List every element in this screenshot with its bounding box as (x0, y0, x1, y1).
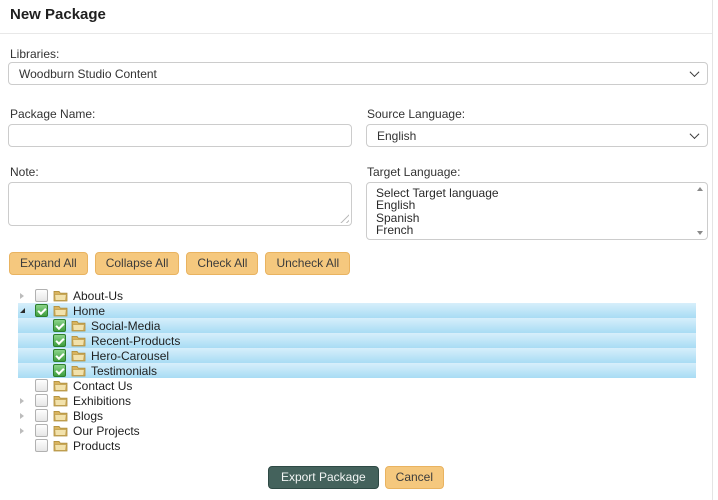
listbox-scrollbar[interactable] (692, 183, 707, 239)
tree-checkbox[interactable] (53, 364, 66, 377)
package-name-label: Package Name: (10, 107, 96, 121)
tree-checkbox[interactable] (35, 379, 48, 392)
tree-indent (18, 370, 36, 371)
tree-checkbox[interactable] (53, 319, 66, 332)
tree-item-label[interactable]: Recent-Products (91, 333, 181, 348)
folder-icon (53, 439, 68, 452)
folder-icon (71, 364, 86, 377)
uncheck-all-button[interactable]: Uncheck All (265, 252, 351, 275)
libraries-select[interactable]: Woodburn Studio Content (8, 62, 708, 85)
expander-icon[interactable] (18, 292, 35, 299)
chevron-down-icon (689, 67, 700, 78)
tree-checkbox[interactable] (53, 349, 66, 362)
tree-indent (18, 340, 36, 341)
folder-icon (53, 424, 68, 437)
page-title: New Package (10, 6, 106, 23)
tree-row[interactable]: Recent-Products (18, 333, 696, 348)
tree-checkbox[interactable] (35, 304, 48, 317)
folder-icon (53, 289, 68, 302)
content-tree: About-Us Home Social-Media (18, 288, 696, 453)
tree-indent (18, 325, 36, 326)
note-field-wrapper (8, 182, 352, 226)
folder-icon (53, 304, 68, 317)
libraries-label: Libraries: (10, 47, 60, 61)
package-name-field[interactable] (8, 124, 352, 147)
tree-item-label[interactable]: Testimonials (91, 363, 158, 378)
cancel-button[interactable]: Cancel (384, 466, 445, 489)
footer-actions: Export Package Cancel (0, 466, 712, 489)
tree-row[interactable]: Testimonials (18, 363, 696, 378)
source-language-label: Source Language: (367, 107, 466, 121)
expander-icon[interactable] (18, 427, 35, 434)
note-textarea[interactable] (9, 183, 351, 225)
folder-icon (71, 319, 86, 332)
tree-row[interactable]: Products (18, 438, 696, 453)
folder-icon (71, 334, 86, 347)
folder-icon (53, 394, 68, 407)
tree-item-label[interactable]: Social-Media (91, 318, 161, 333)
scroll-up-icon[interactable] (696, 187, 703, 191)
tree-checkbox[interactable] (35, 424, 48, 437)
folder-icon (53, 379, 68, 392)
tree-row[interactable]: Exhibitions (18, 393, 696, 408)
expand-all-button[interactable]: Expand All (9, 252, 88, 275)
page-right-border (712, 0, 713, 500)
tree-checkbox[interactable] (53, 334, 66, 347)
resize-handle-icon[interactable] (339, 213, 349, 223)
target-language-listbox[interactable]: Select Target language English Spanish Fren… (366, 182, 708, 240)
listbox-option[interactable]: English (376, 198, 416, 213)
tree-indent (18, 355, 36, 356)
check-all-button[interactable]: Check All (186, 252, 259, 275)
collapse-all-button[interactable]: Collapse All (94, 252, 180, 275)
export-package-button[interactable]: Export Package (267, 466, 379, 489)
tree-item-label[interactable]: Products (73, 438, 121, 453)
listbox-option[interactable]: Select Target language (376, 186, 499, 200)
tree-checkbox[interactable] (35, 439, 48, 452)
folder-icon (71, 349, 86, 362)
tree-row[interactable]: Contact Us (18, 378, 696, 393)
tree-item-label[interactable]: About-Us (73, 288, 124, 303)
note-label: Note: (10, 165, 39, 179)
source-language-select-value: English (377, 128, 417, 143)
expander-icon[interactable] (18, 397, 35, 404)
tree-row[interactable]: Our Projects (18, 423, 696, 438)
tree-row[interactable]: Home (18, 303, 696, 318)
tree-item-label[interactable]: Contact Us (73, 378, 133, 393)
expander-icon[interactable] (18, 308, 35, 313)
listbox-option[interactable]: French (376, 223, 414, 238)
scroll-down-icon[interactable] (696, 231, 703, 235)
tree-checkbox[interactable] (35, 394, 48, 407)
target-language-options: Select Target language English Spanish Fren… (367, 183, 692, 239)
tree-row[interactable]: About-Us (18, 288, 696, 303)
tree-item-label[interactable]: Blogs (73, 408, 104, 423)
target-language-label: Target Language: (367, 165, 461, 179)
listbox-option[interactable]: Spanish (376, 210, 420, 225)
source-language-select[interactable]: English (366, 124, 708, 147)
tree-checkbox[interactable] (35, 289, 48, 302)
tree-item-label[interactable]: Home (73, 303, 106, 318)
tree-row[interactable]: Hero-Carousel (18, 348, 696, 363)
tree-item-label[interactable]: Our Projects (73, 423, 140, 438)
folder-icon (53, 409, 68, 422)
libraries-select-value: Woodburn Studio Content (19, 66, 157, 81)
tree-row[interactable]: Social-Media (18, 318, 696, 333)
tree-item-label[interactable]: Hero-Carousel (91, 348, 170, 363)
tree-toolbar: Expand All Collapse All Check All Uncheck A… (9, 252, 351, 275)
tree-row[interactable]: Blogs (18, 408, 696, 423)
tree-checkbox[interactable] (35, 409, 48, 422)
tree-item-label[interactable]: Exhibitions (73, 393, 132, 408)
chevron-down-icon (689, 129, 700, 140)
title-divider (0, 33, 712, 34)
expander-icon[interactable] (18, 412, 35, 419)
